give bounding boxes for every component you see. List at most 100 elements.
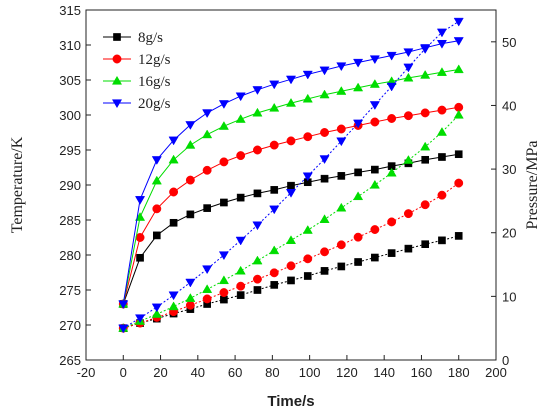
data-point	[336, 240, 346, 250]
data-point	[353, 191, 364, 201]
y2-axis-title: Pressure/MPa	[524, 141, 541, 230]
data-point	[220, 295, 228, 304]
data-point	[152, 204, 162, 214]
data-point	[168, 291, 179, 301]
data-point	[369, 179, 380, 189]
series-line	[123, 182, 460, 329]
data-point	[302, 225, 313, 234]
y-axis-title: Temperature/K	[9, 136, 26, 233]
data-point	[253, 189, 262, 198]
data-point	[185, 300, 195, 310]
data-point	[118, 324, 129, 334]
series-7	[118, 17, 464, 334]
data-point	[235, 236, 246, 246]
data-point	[151, 175, 162, 185]
data-point	[421, 240, 430, 249]
data-point	[353, 119, 364, 129]
data-point	[236, 281, 246, 291]
data-point	[235, 92, 246, 102]
data-point	[420, 45, 431, 54]
data-point	[185, 121, 196, 130]
data-point	[387, 249, 396, 257]
y-tick-label: 300	[59, 108, 81, 123]
data-point	[387, 217, 397, 227]
data-point	[285, 235, 297, 244]
data-point	[454, 150, 463, 159]
data-point	[387, 114, 397, 123]
data-point	[270, 186, 279, 194]
data-point	[420, 200, 430, 210]
legend-label: 12g/s	[138, 52, 171, 68]
data-point	[371, 165, 379, 174]
data-point	[202, 129, 213, 139]
data-point	[134, 314, 146, 324]
y-tick-label: 290	[59, 178, 81, 193]
data-point	[136, 253, 144, 262]
data-point	[336, 62, 347, 72]
data-point	[168, 136, 179, 146]
data-point	[285, 97, 297, 107]
x-tick-label: 60	[228, 365, 242, 380]
y2-tick-label: 50	[502, 35, 516, 50]
data-point	[320, 174, 329, 183]
data-point	[369, 55, 380, 65]
data-point	[453, 109, 464, 119]
data-point	[386, 167, 397, 177]
data-point	[202, 294, 212, 304]
data-point	[303, 254, 313, 264]
data-point	[436, 39, 448, 49]
data-point	[354, 258, 362, 266]
y-tick-label: 315	[59, 3, 81, 18]
data-point	[337, 172, 346, 180]
data-point	[337, 262, 346, 271]
data-point	[403, 63, 414, 73]
data-point	[287, 276, 295, 285]
data-point	[186, 210, 195, 219]
data-point	[302, 70, 313, 80]
y2-tick-label: 10	[502, 289, 516, 304]
data-point	[319, 155, 330, 165]
x-tick-label: 40	[191, 365, 205, 380]
data-point	[354, 168, 362, 177]
y2-tick-label: 0	[502, 353, 509, 368]
series-1	[118, 102, 464, 309]
data-point	[353, 232, 363, 242]
data-point	[286, 136, 296, 146]
y2-tick-label: 20	[502, 226, 516, 241]
data-point	[252, 86, 263, 95]
data-point	[203, 204, 211, 212]
data-point	[454, 232, 463, 240]
data-point	[169, 218, 178, 227]
data-point	[403, 72, 414, 82]
x-tick-label: 20	[153, 365, 167, 380]
data-point	[269, 140, 279, 150]
data-point	[169, 187, 179, 197]
data-point	[218, 100, 229, 109]
data-point	[269, 245, 280, 255]
data-point	[253, 286, 262, 294]
data-point	[236, 193, 245, 202]
legend-item: 16g/s	[103, 74, 171, 90]
data-point	[336, 202, 347, 212]
data-point	[319, 214, 330, 223]
legend-marker	[111, 75, 123, 85]
x-tick-label: 120	[336, 365, 358, 380]
x-tick-label: -20	[77, 365, 96, 380]
data-point	[336, 137, 347, 147]
data-point	[185, 293, 196, 302]
x-axis-title: Time/s	[267, 393, 314, 410]
data-point	[403, 48, 414, 58]
x-tick-label: 80	[265, 365, 279, 380]
data-point	[404, 244, 413, 253]
legend-marker	[113, 33, 121, 41]
data-point	[219, 288, 229, 297]
data-point	[218, 275, 229, 285]
data-point	[151, 303, 162, 313]
data-point	[269, 205, 280, 215]
data-point	[118, 300, 129, 310]
data-point	[420, 108, 430, 118]
x-tick-label: 140	[373, 365, 395, 380]
data-point	[269, 268, 279, 278]
data-point	[436, 127, 448, 136]
data-point	[235, 114, 246, 123]
